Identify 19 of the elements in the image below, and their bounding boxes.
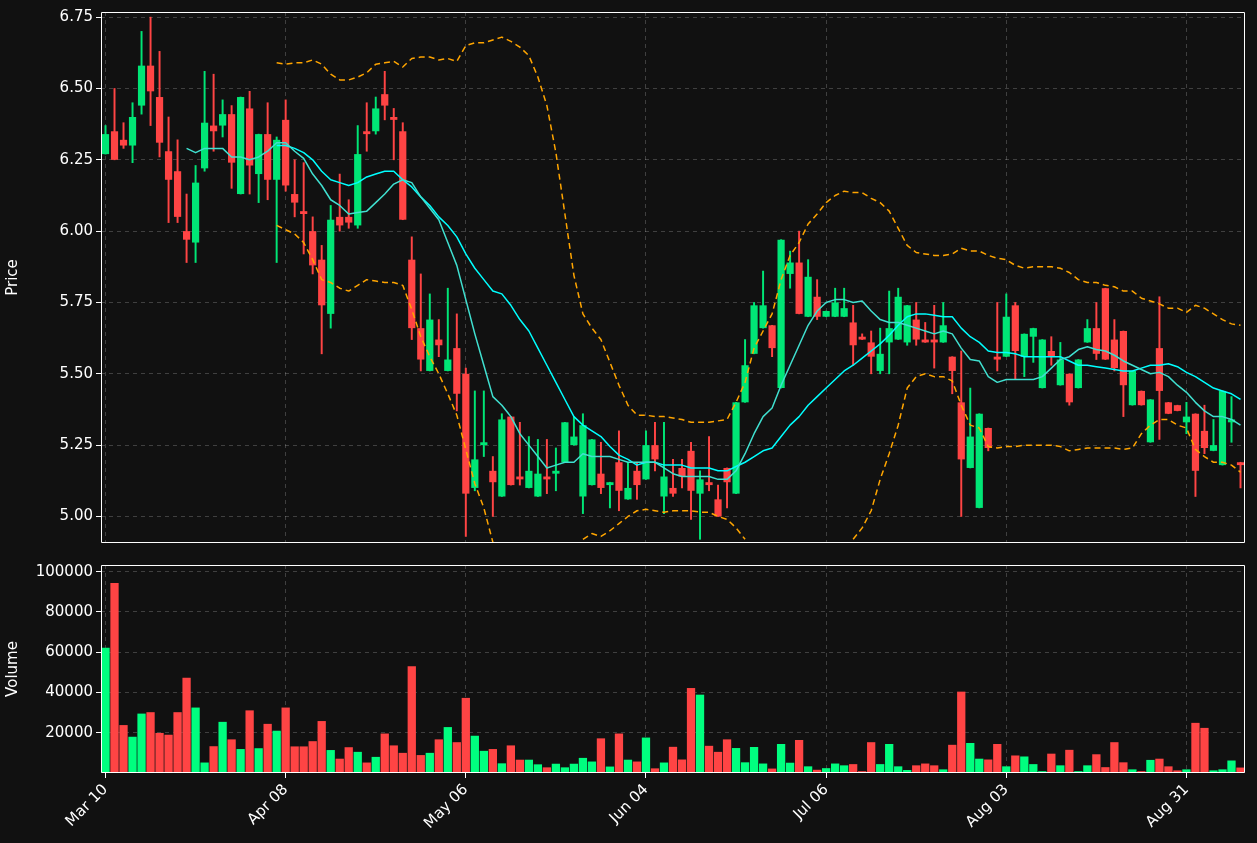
y-tick-label: 5.25 [59,435,93,454]
y-tick-label: 60000 [45,642,93,661]
y-tick-label: 40000 [45,682,93,701]
y-tick-label: 6.00 [59,221,93,240]
y-tick-label: 6.25 [59,149,93,168]
y-axis-title: Price [2,259,21,296]
x-tick-label: Mar 10 [61,780,112,830]
y-tick-label: 80000 [45,601,93,620]
x-tick-label: Apr 08 [243,780,292,829]
y-axis-title: Volume [2,641,21,697]
x-tick-label: Jun 04 [604,780,652,828]
y-tick-label: 6.75 [59,7,93,26]
y-tick-label: 5.50 [59,363,93,382]
y-tick-label: 100000 [35,561,93,580]
y-tick-label: 20000 [45,722,93,741]
y-tick-label: 6.50 [59,78,93,97]
x-tick-label: Jul 06 [788,780,832,824]
y-tick-label: 5.75 [59,292,93,311]
y-tick-label: 5.00 [59,506,93,525]
